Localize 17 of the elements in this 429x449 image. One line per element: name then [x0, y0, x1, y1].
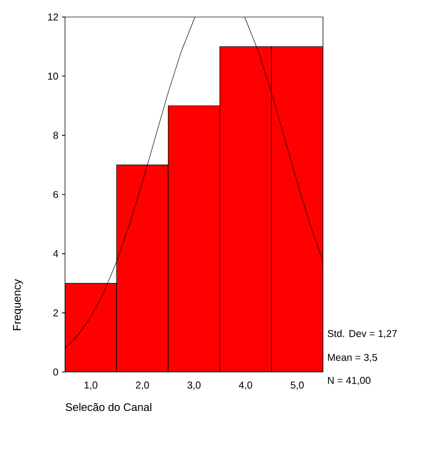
- y-tick-label: 4: [53, 250, 58, 258]
- text: Std. Dev = 1,27: [328, 330, 397, 338]
- x-axis-title: Selecão do Canal: [66, 402, 152, 412]
- y-tick-label: 2: [53, 309, 58, 316]
- text: N = 41,00: [328, 376, 370, 386]
- text: Mean = 3,5: [328, 354, 378, 362]
- x-tick-label: 3,0: [187, 382, 201, 390]
- x-tick-label: 5,0: [290, 382, 304, 390]
- y-axis-title: Frequency: [13, 279, 23, 330]
- y-tick-label: 8: [53, 132, 58, 139]
- x-tick-label: 2,0: [136, 382, 149, 390]
- x-tick-label: 1,0: [84, 382, 98, 390]
- y-tick-label: 0: [53, 368, 58, 376]
- x-tick-label: 4,0: [238, 382, 252, 390]
- y-tick-label: 12: [48, 14, 58, 20]
- y-tick-label: 6: [53, 190, 58, 198]
- y-tick-label: 10: [48, 72, 58, 80]
